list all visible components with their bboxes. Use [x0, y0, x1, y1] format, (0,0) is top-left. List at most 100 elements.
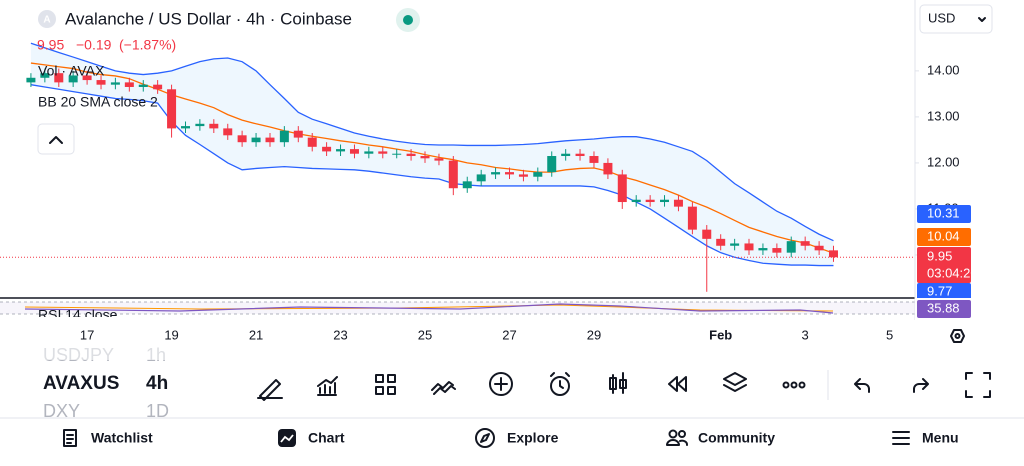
settings-dot [954, 333, 961, 339]
candle-body [223, 128, 233, 136]
nav-icon [668, 429, 678, 439]
more[interactable] [782, 381, 790, 389]
band-badge [917, 283, 971, 301]
price-badge-text: 9.95 [927, 248, 952, 263]
x-tick-label: 17 [80, 327, 94, 342]
candle-body [687, 206, 697, 230]
chevron [978, 17, 986, 22]
band-line [30, 42, 834, 242]
settings[interactable] [950, 329, 965, 343]
logo-letter: A [43, 15, 50, 26]
band-badge [917, 205, 971, 223]
candle-body [617, 174, 627, 203]
candle-body [673, 199, 683, 207]
replay[interactable] [668, 376, 687, 392]
candle-body [251, 137, 261, 143]
rsi-badge-text: 35.88 [927, 300, 960, 315]
candle-body [167, 89, 177, 129]
legend-volume[interactable]: Vol · AVAX [38, 63, 105, 79]
candle-body [364, 151, 374, 154]
nav-item[interactable]: Menu [922, 430, 959, 446]
object-tree[interactable] [723, 372, 747, 392]
candle-body [209, 123, 219, 129]
candle-body [828, 250, 838, 258]
x-tick-label: Feb [709, 327, 732, 342]
watch-interval[interactable]: 1D [146, 401, 169, 421]
candle-body [378, 151, 388, 154]
more [790, 381, 798, 389]
candle-body [603, 162, 613, 175]
candle-body [26, 77, 36, 83]
x-tick-label: 21 [249, 327, 263, 342]
candle-body [153, 84, 163, 90]
fullscreen[interactable] [965, 372, 991, 398]
indicators[interactable] [317, 376, 338, 396]
candle-body [533, 172, 543, 177]
add[interactable] [489, 372, 513, 396]
rsi-fill [0, 302, 915, 314]
nav-icon [475, 428, 495, 448]
alert[interactable] [550, 376, 570, 396]
candle-body [237, 135, 247, 143]
watch-symbol[interactable]: AVAXUS [43, 373, 119, 394]
symbol-title[interactable]: Avalanche / US Dollar · 4h · Coinbase [65, 9, 352, 28]
redo[interactable] [913, 378, 929, 393]
nav-icon [892, 431, 910, 445]
nav-item[interactable]: Community [698, 430, 775, 446]
candle-body [758, 248, 768, 251]
candle-body [589, 156, 599, 163]
rsi-badge [917, 300, 971, 318]
candle-body [730, 243, 740, 246]
chart-type[interactable] [609, 372, 627, 394]
currency-select[interactable] [919, 4, 993, 34]
layouts[interactable] [375, 374, 396, 395]
nav-icon [280, 434, 294, 443]
candle-body [462, 181, 472, 189]
candle-body [124, 82, 134, 87]
candle-body [660, 199, 670, 203]
draw-tool[interactable] [257, 379, 283, 401]
band-fill [30, 43, 834, 266]
logo [38, 10, 56, 28]
candle-body [392, 153, 402, 155]
candle-body [518, 174, 528, 177]
nav-item[interactable]: Chart [308, 430, 345, 446]
candle-body [110, 82, 120, 85]
price-badge [917, 247, 971, 283]
nav-icon [666, 439, 688, 446]
x-tick-label: 25 [418, 327, 432, 342]
collapse-icon [49, 136, 63, 144]
legend-bb[interactable]: BB 20 SMA close 2 [38, 94, 158, 110]
currency[interactable]: USD [928, 10, 955, 25]
last-price: 9.95 [37, 37, 64, 53]
candle-body [800, 241, 810, 246]
nav-item[interactable]: Watchlist [91, 430, 153, 446]
fade [0, 338, 180, 360]
band-line [30, 84, 834, 267]
candle-body [293, 130, 303, 138]
compare[interactable] [431, 381, 456, 395]
add-plus [494, 377, 508, 391]
change-pct: (−1.87%) [119, 37, 176, 53]
x-tick-label: 23 [333, 327, 347, 342]
x-tick-label: 3 [802, 327, 809, 342]
candle-body [645, 199, 655, 203]
band-line [30, 62, 834, 254]
candle-body [406, 153, 416, 157]
y-tick-label: 13.00 [927, 108, 960, 123]
candle-body [547, 156, 557, 173]
band-badge [917, 228, 971, 246]
candle-body [786, 241, 796, 253]
watch-interval[interactable]: 4h [146, 373, 168, 394]
price-pane [0, 42, 915, 292]
nav-item[interactable]: Explore [507, 430, 559, 446]
nav-icon [63, 429, 77, 447]
undo[interactable] [854, 378, 870, 393]
collapse-button[interactable] [37, 123, 75, 155]
candle-body [631, 199, 641, 203]
status-dot [403, 15, 413, 25]
watch-symbol[interactable]: DXY [43, 401, 80, 421]
candle-body [279, 130, 289, 143]
candle-body [561, 153, 571, 157]
